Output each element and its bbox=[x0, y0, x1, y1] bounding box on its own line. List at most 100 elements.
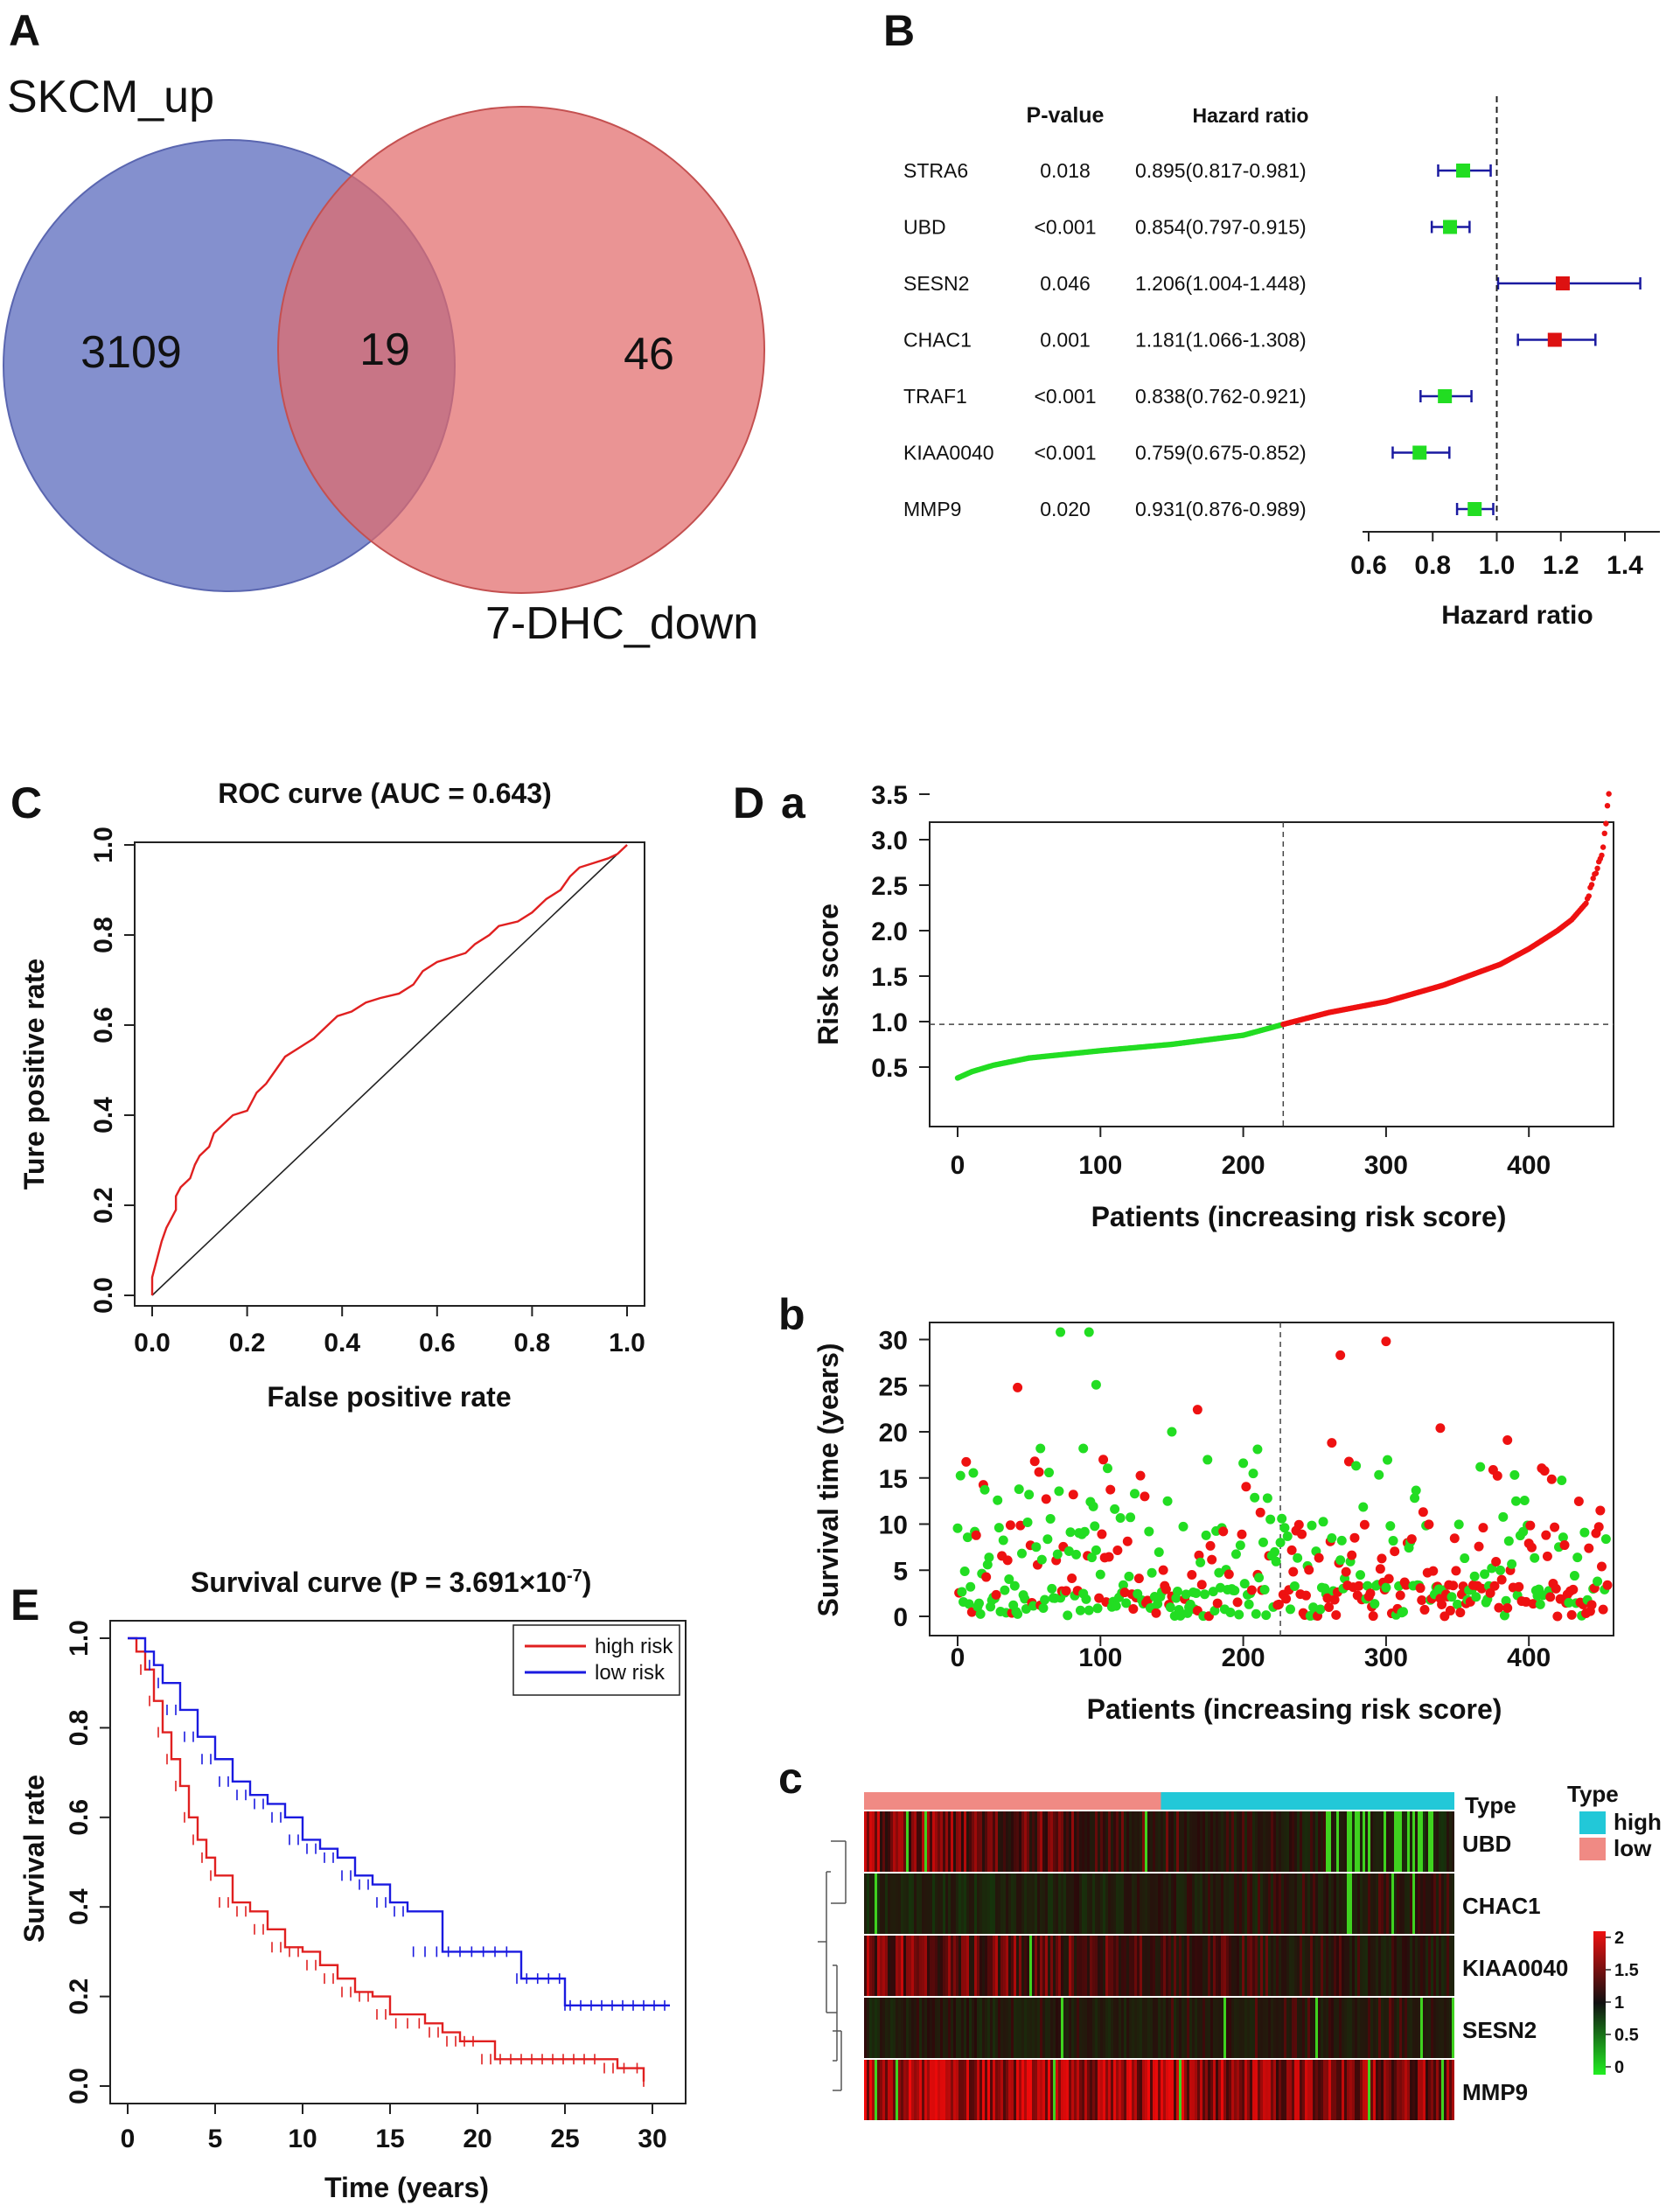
heatmap-cell bbox=[1239, 2060, 1242, 2120]
heatmap-cell bbox=[1192, 1874, 1195, 1934]
heatmap-cell bbox=[951, 1936, 953, 1996]
survival-point bbox=[1418, 1507, 1428, 1518]
heatmap-cell bbox=[961, 1998, 964, 2058]
heatmap-cell bbox=[1069, 2060, 1071, 2120]
heatmap-cell bbox=[1273, 1874, 1276, 1934]
survival-point bbox=[1121, 1598, 1132, 1608]
heatmap-cell bbox=[1053, 1874, 1056, 1934]
heatmap-cell bbox=[1360, 1998, 1363, 2058]
heatmap-cell bbox=[1441, 2060, 1444, 2120]
heatmap-cell bbox=[1108, 2060, 1111, 2120]
heatmap-cell bbox=[1302, 2060, 1305, 2120]
survival-point bbox=[1593, 1576, 1603, 1587]
heatmap-cell bbox=[1231, 1936, 1234, 1996]
heatmap-cell bbox=[1331, 1998, 1334, 2058]
heatmap-cell bbox=[1171, 2060, 1174, 2120]
survival-point bbox=[1569, 1571, 1579, 1581]
heatmap-cell bbox=[1105, 1811, 1108, 1872]
heatmap-cell bbox=[1056, 1874, 1058, 1934]
heatmap-cell bbox=[1014, 2060, 1016, 2120]
heatmap-cell bbox=[1079, 1998, 1082, 2058]
heatmap-cell bbox=[1126, 1811, 1129, 1872]
heatmap-cell bbox=[1058, 1874, 1061, 1934]
heatmap-cell bbox=[1048, 1874, 1050, 1934]
heatmap-cell bbox=[872, 1936, 875, 1996]
survival-point bbox=[1564, 1597, 1574, 1608]
survival-point bbox=[1293, 1553, 1303, 1563]
heatmap-cell bbox=[1200, 1936, 1202, 1996]
survival-point bbox=[1262, 1493, 1272, 1504]
heatmap-cell bbox=[1279, 1936, 1281, 1996]
heatmap-cell bbox=[948, 1998, 951, 2058]
panel-label-d-b: b bbox=[778, 1290, 805, 1339]
survival-point bbox=[1225, 1607, 1236, 1617]
heatmap-cell bbox=[1098, 1998, 1100, 2058]
heatmap-cell bbox=[1355, 1936, 1357, 1996]
heatmap-cell bbox=[1182, 2060, 1184, 2120]
heatmap-cell bbox=[1297, 1936, 1300, 1996]
panel-label-d-c: c bbox=[778, 1754, 803, 1803]
heatmap-cell bbox=[1252, 1936, 1255, 1996]
heatmap-cell bbox=[1019, 1874, 1021, 1934]
heatmap-cell bbox=[930, 1874, 932, 1934]
heatmap-cell bbox=[1342, 2060, 1344, 2120]
heatmap-cell bbox=[1286, 2060, 1289, 2120]
heatmap-cell bbox=[893, 2060, 896, 2120]
heatmap-cell bbox=[958, 1811, 961, 1872]
heatmap-cell bbox=[1281, 2060, 1284, 2120]
heatmap-cell bbox=[1276, 1874, 1279, 1934]
heatmap-cell bbox=[993, 1998, 995, 2058]
heatmap-cell bbox=[1197, 2060, 1200, 2120]
heatmap-cell bbox=[1271, 1811, 1273, 1872]
heatmap-cell bbox=[1021, 1811, 1024, 1872]
heatmap-cell bbox=[1213, 1998, 1216, 2058]
heatmap-cell bbox=[1166, 2060, 1168, 2120]
survival-point bbox=[1365, 1588, 1376, 1599]
heatmap-cell bbox=[898, 1811, 901, 1872]
heatmap-cell bbox=[914, 1874, 917, 1934]
heatmap-cell bbox=[1103, 1998, 1105, 2058]
heatmap-cell bbox=[987, 1811, 990, 1872]
heatmap-cell bbox=[1161, 1874, 1163, 1934]
heatmap-cell bbox=[919, 1998, 922, 2058]
heatmap-cell bbox=[956, 1811, 958, 1872]
survival-point bbox=[1239, 1579, 1250, 1589]
heatmap-cell bbox=[1142, 1874, 1145, 1934]
heatmap-cell bbox=[1405, 1936, 1407, 1996]
survival-point bbox=[1122, 1536, 1133, 1546]
heatmap-cell bbox=[885, 1936, 888, 1996]
forest-hr-text: 1.181(1.066-1.308) bbox=[1135, 329, 1307, 352]
heatmap-cell bbox=[987, 1874, 990, 1934]
heatmap-cell bbox=[1124, 1874, 1126, 1934]
survival-point bbox=[1526, 1542, 1537, 1553]
heatmap-cell bbox=[872, 1811, 875, 1872]
heatmap-cell bbox=[1040, 1936, 1042, 1996]
heatmap-cell bbox=[1376, 1811, 1378, 1872]
colorbar bbox=[1593, 1931, 1606, 2075]
survival-point bbox=[1040, 1594, 1050, 1605]
heatmap-cell bbox=[1402, 1874, 1405, 1934]
risk-score-point bbox=[1606, 791, 1612, 797]
heatmap-cell bbox=[1029, 2060, 1032, 2120]
heatmap-cell bbox=[1077, 1874, 1079, 1934]
risk-score-point bbox=[1600, 844, 1607, 850]
survival-point bbox=[1013, 1382, 1023, 1392]
heatmap-cell bbox=[1355, 1874, 1357, 1934]
heatmap-cell bbox=[1087, 1874, 1090, 1934]
survival-point bbox=[1453, 1599, 1463, 1609]
heatmap-cell bbox=[1006, 2060, 1008, 2120]
heatmap-cell bbox=[1174, 1936, 1176, 1996]
risk-score-point bbox=[1583, 900, 1589, 907]
survival-point bbox=[1031, 1542, 1042, 1553]
heatmap-cell bbox=[966, 2060, 969, 2120]
heatmap-cell bbox=[1084, 1874, 1087, 1934]
heatmap-cell bbox=[1205, 2060, 1208, 2120]
heatmap-cell bbox=[990, 1936, 993, 1996]
risk-score-point bbox=[1594, 865, 1600, 872]
heatmap-cell bbox=[1108, 1874, 1111, 1934]
heatmap-cell bbox=[1265, 1874, 1268, 1934]
heatmap-cell bbox=[1003, 1874, 1006, 1934]
heatmap-cell bbox=[1370, 1811, 1373, 1872]
heatmap-cell bbox=[972, 1811, 974, 1872]
